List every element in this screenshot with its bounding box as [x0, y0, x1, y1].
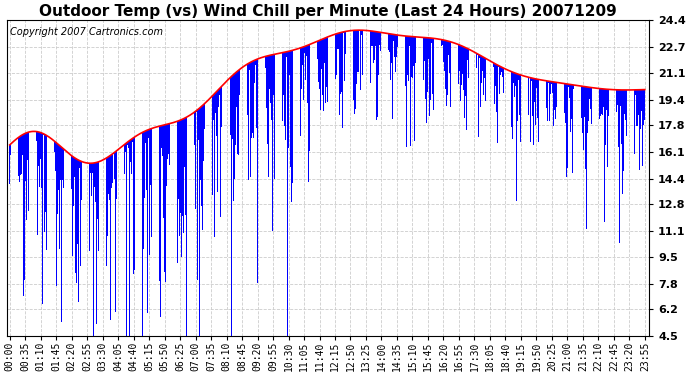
Title: Outdoor Temp (vs) Wind Chill per Minute (Last 24 Hours) 20071209: Outdoor Temp (vs) Wind Chill per Minute … [39, 4, 617, 19]
Text: Copyright 2007 Cartronics.com: Copyright 2007 Cartronics.com [10, 27, 163, 37]
